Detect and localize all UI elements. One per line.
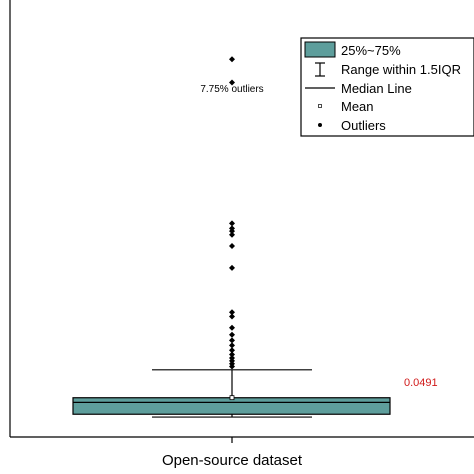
outlier-point-3	[229, 355, 235, 362]
outlier-point-17	[229, 220, 235, 227]
box-group	[72, 369, 391, 418]
median-value-label: 0.0491	[404, 377, 438, 389]
outliers-group	[229, 56, 235, 370]
outlier-point-8	[229, 331, 235, 338]
outlier-point-12	[229, 264, 235, 271]
outlier-point-18	[229, 79, 235, 86]
x-tick-label: Open-source dataset	[162, 452, 303, 469]
outlier-point-7	[229, 337, 235, 344]
outlier-point-10	[229, 313, 235, 320]
mean-marker	[229, 395, 235, 401]
outlier-point-19	[229, 56, 235, 63]
outlier-point-16	[229, 225, 235, 232]
iqr-box	[72, 397, 391, 415]
legend-label-mean: Mean	[341, 99, 374, 114]
legend-mean-icon	[318, 104, 322, 108]
legend-label-outliers: Outliers	[341, 118, 386, 133]
legend-label-box: 25%~75%	[341, 43, 401, 58]
outlier-point-4	[229, 351, 235, 358]
outlier-point-11	[229, 309, 235, 316]
outlier-point-5	[229, 347, 235, 354]
legend-outlier-icon	[318, 123, 322, 127]
outlier-point-9	[229, 324, 235, 331]
outlier-point-6	[229, 342, 235, 349]
outlier-point-14	[229, 231, 235, 238]
legend: 25%~75% Range within 1.5IQR Median Line …	[300, 37, 474, 137]
outlier-point-13	[229, 242, 235, 249]
legend-box-swatch	[304, 41, 336, 58]
outlier-annotation: 7.75% outliers	[200, 84, 263, 95]
legend-label-range: Range within 1.5IQR	[341, 62, 461, 77]
legend-label-median: Median Line	[341, 81, 412, 96]
